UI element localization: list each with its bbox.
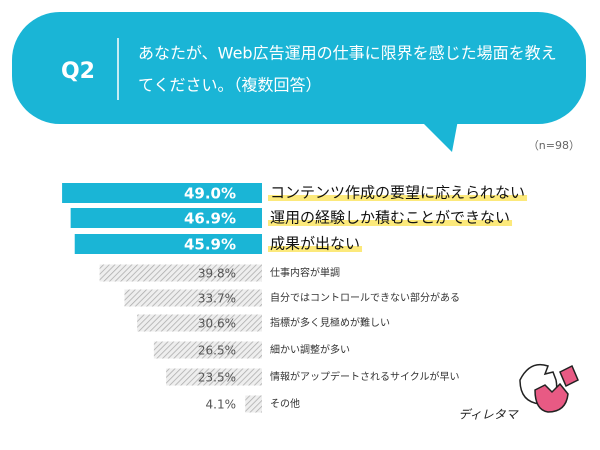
category-label: 指標が多く見極めが難しい <box>270 316 390 329</box>
value-label: 39.8% <box>198 267 236 281</box>
question-text: てください。（複数回答） <box>138 76 322 95</box>
question-text: あなたが、Web広告運用の仕事に限界を感じた場面を教え <box>138 44 557 63</box>
bar <box>166 368 262 386</box>
highlight <box>268 220 513 226</box>
bar <box>74 234 262 254</box>
bar <box>124 289 262 307</box>
question-label: Q2 <box>61 59 95 84</box>
value-label: 45.9% <box>184 236 236 254</box>
sample-size: （n=98） <box>528 139 580 152</box>
logo-icon <box>519 363 579 413</box>
bar <box>62 183 262 203</box>
category-label: 仕事内容が単調 <box>270 266 340 279</box>
value-label: 49.0% <box>184 185 236 203</box>
bar <box>245 395 262 413</box>
value-label: 30.6% <box>198 317 236 331</box>
highlight <box>268 246 363 252</box>
category-label: 自分ではコントロールできない部分がある <box>270 291 460 304</box>
speech-bubble <box>12 12 586 152</box>
category-label: その他 <box>270 397 300 410</box>
category-label: コンテンツ作成の要望に応えられない <box>270 184 525 202</box>
category-label: 細かい調整が多い <box>270 343 350 356</box>
value-label: 4.1% <box>206 398 237 412</box>
value-label: 46.9% <box>184 210 236 228</box>
bar <box>70 208 262 228</box>
category-label: 運用の経験しか積むことができない <box>270 209 510 227</box>
highlight <box>268 195 528 201</box>
category-label: 成果が出ない <box>270 235 360 253</box>
logo-text: ディレタマ <box>458 408 519 422</box>
bar <box>99 264 262 282</box>
category-label: 情報がアップデートされるサイクルが早い <box>270 370 460 383</box>
bar <box>137 314 262 332</box>
bar <box>153 341 262 359</box>
value-label: 23.5% <box>198 371 236 385</box>
value-label: 33.7% <box>198 292 236 306</box>
value-label: 26.5% <box>198 344 236 358</box>
